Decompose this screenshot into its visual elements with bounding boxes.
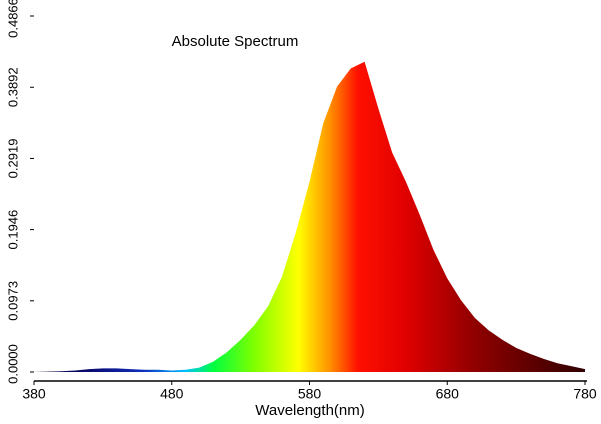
- x-axis-label: Wavelength(nm): [255, 402, 364, 419]
- x-tick-label: 480: [160, 386, 184, 402]
- x-tick-label: 380: [22, 386, 46, 402]
- x-tick-label: 680: [436, 386, 460, 402]
- x-tick-label: 580: [298, 386, 322, 402]
- y-tick-label: 0.0973: [5, 281, 20, 321]
- x-tick-label: 780: [573, 386, 597, 402]
- y-tick-label: 0.0000: [5, 344, 20, 384]
- chart-title: Absolute Spectrum: [172, 33, 299, 50]
- y-tick-label: 0.1946: [5, 210, 20, 250]
- y-tick-label: 0.4866: [5, 0, 20, 38]
- y-tick-label: 0.3892: [5, 67, 20, 107]
- y-tick-label: 0.2919: [5, 139, 20, 179]
- spectrum-area: [34, 61, 585, 372]
